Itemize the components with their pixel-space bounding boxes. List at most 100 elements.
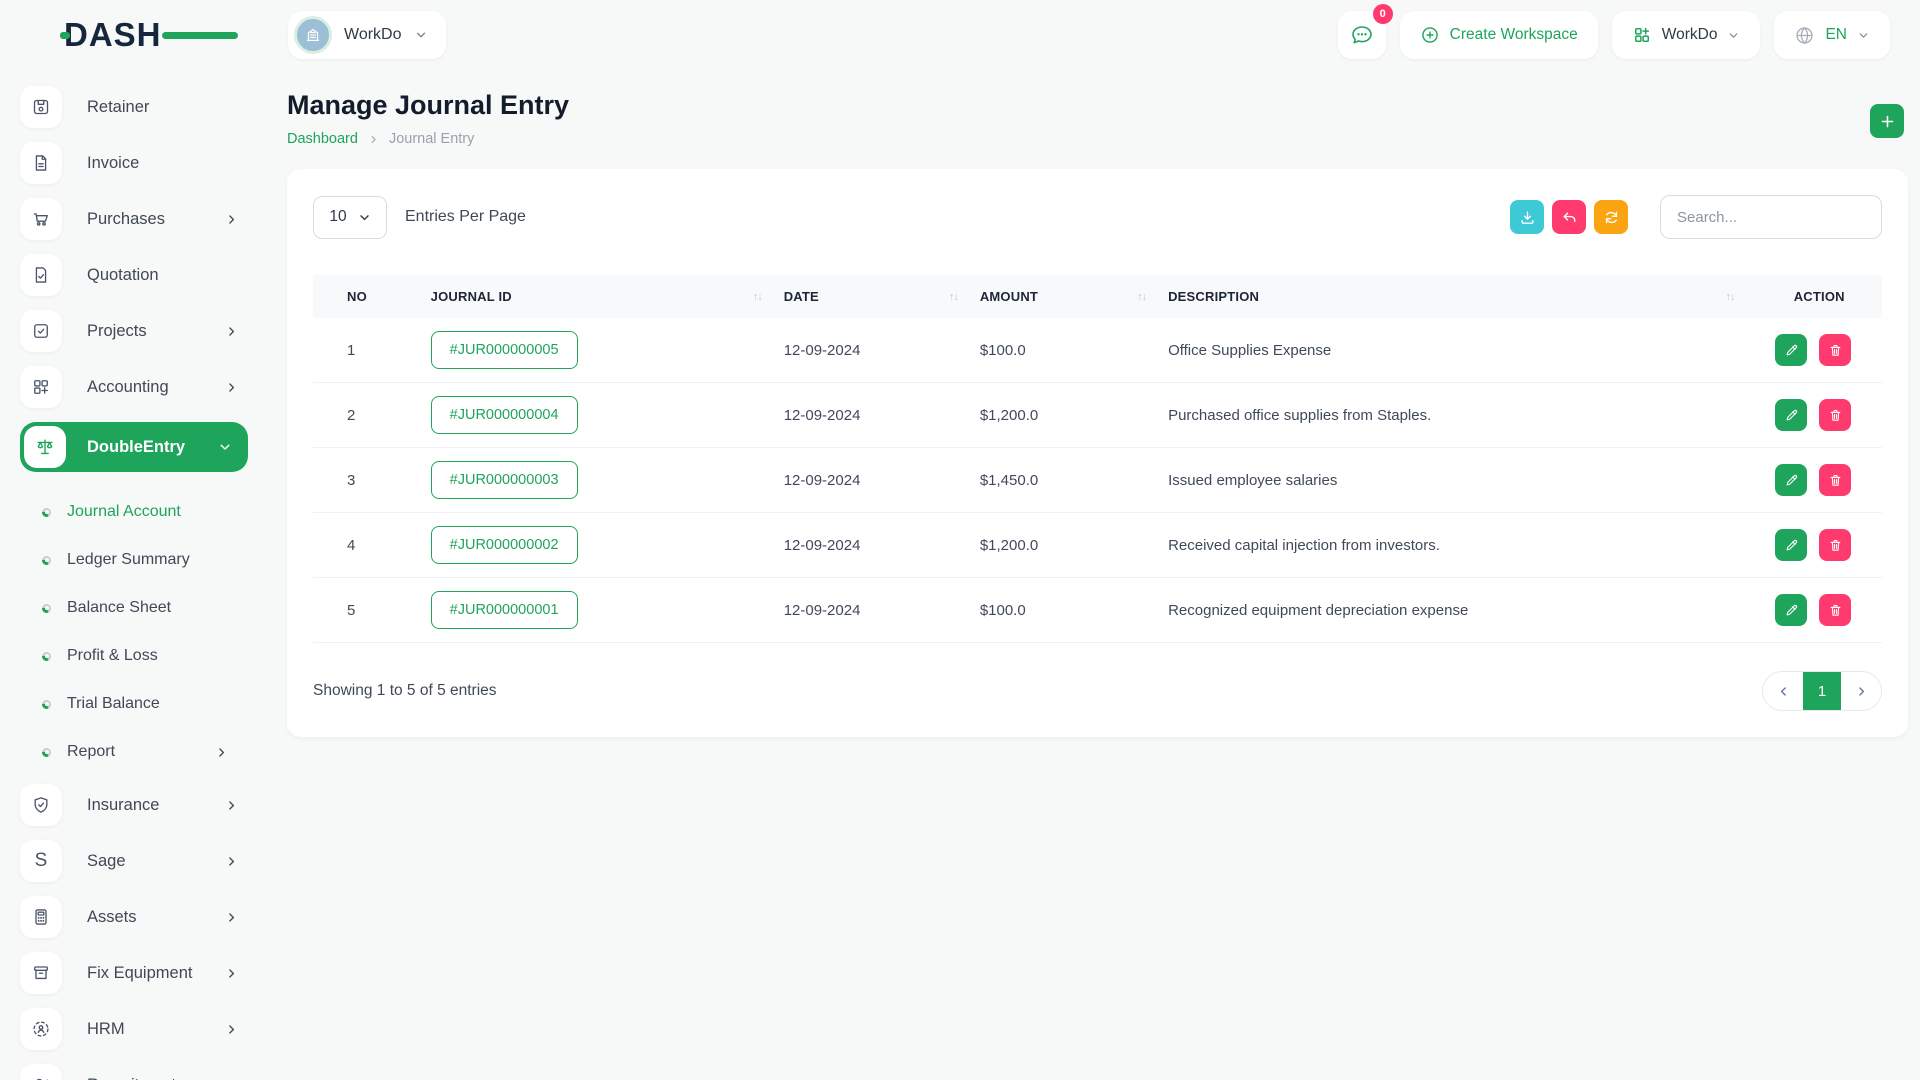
- journal-id-link[interactable]: #JUR000000003: [430, 461, 578, 499]
- sidebar-subitem-ledger-summary[interactable]: Ledger Summary: [20, 536, 250, 584]
- page-header: Manage Journal Entry Dashboard Journal E…: [287, 90, 1908, 147]
- pencil-icon: [1786, 604, 1797, 615]
- page-number-current[interactable]: 1: [1803, 672, 1841, 710]
- undo-button[interactable]: [1552, 200, 1586, 234]
- refresh-icon: [1605, 211, 1617, 223]
- sidebar-subitem-label: Ledger Summary: [67, 551, 190, 568]
- cell-date: 12-09-2024: [783, 382, 980, 448]
- sidebar-item-doubleentry[interactable]: DoubleEntry: [20, 422, 248, 472]
- delete-button[interactable]: [1819, 529, 1852, 561]
- col-header-amount[interactable]: AMOUNT ↑↓: [979, 289, 1147, 304]
- sidebar-item-accounting[interactable]: Accounting: [20, 366, 250, 408]
- sidebar-item-quotation[interactable]: Quotation: [20, 254, 250, 296]
- edit-button[interactable]: [1775, 399, 1808, 431]
- sidebar-subitem-trial-balance[interactable]: Trial Balance: [20, 680, 250, 728]
- edit-button[interactable]: [1775, 529, 1808, 561]
- delete-button[interactable]: [1819, 334, 1852, 366]
- export-button[interactable]: [1510, 200, 1544, 234]
- calculator-icon: [20, 896, 62, 938]
- cell-description: Issued employee salaries: [1168, 447, 1757, 513]
- workspace-name: WorkDo: [344, 26, 402, 43]
- col-header-date[interactable]: DATE ↑↓: [783, 289, 959, 304]
- col-header-journal-id[interactable]: JOURNAL ID ↑↓: [430, 289, 763, 304]
- sidebar: Retainer Invoice Purchases Quotation: [0, 64, 264, 1080]
- create-workspace-label: Create Workspace: [1449, 26, 1578, 43]
- table-row: 5 #JUR000000001 12-09-2024 $100.0 Recogn…: [313, 577, 1882, 643]
- cell-amount: $100.0: [979, 318, 1169, 383]
- cell-amount: $1,200.0: [979, 382, 1169, 448]
- journal-id-link[interactable]: #JUR000000002: [430, 526, 578, 564]
- breadcrumb-dashboard-link[interactable]: Dashboard: [287, 131, 358, 147]
- sidebar-subitem-balance-sheet[interactable]: Balance Sheet: [20, 584, 250, 632]
- chevron-right-icon: [225, 325, 238, 338]
- messages-button[interactable]: 0: [1337, 4, 1393, 59]
- sidebar-subitem-label: Trial Balance: [67, 695, 160, 712]
- check-square-icon: [20, 310, 62, 352]
- sidebar-subitem-label: Balance Sheet: [67, 599, 172, 616]
- sidebar-item-sage[interactable]: S Sage: [20, 840, 250, 882]
- language-selector[interactable]: EN: [1774, 11, 1890, 59]
- sidebar-item-invoice[interactable]: Invoice: [20, 142, 250, 184]
- cell-date: 12-09-2024: [783, 512, 980, 578]
- sidebar-item-purchases[interactable]: Purchases: [20, 198, 250, 240]
- sort-icon: ↑↓: [1725, 290, 1735, 303]
- next-page-button[interactable]: [1841, 672, 1881, 710]
- trash-icon: [1830, 539, 1841, 551]
- chevron-down-icon: [1730, 32, 1738, 38]
- delete-button[interactable]: [1819, 594, 1852, 626]
- search-input[interactable]: [1660, 195, 1882, 239]
- create-workspace-button[interactable]: Create Workspace: [1399, 11, 1598, 59]
- col-header-no[interactable]: NO: [347, 289, 367, 304]
- sidebar-item-assets[interactable]: Assets: [20, 896, 250, 938]
- edit-button[interactable]: [1775, 334, 1808, 366]
- chevron-down-icon: [1859, 32, 1868, 38]
- grid-plus-icon: [20, 366, 62, 408]
- sidebar-subitem-label: Journal Account: [67, 503, 181, 520]
- journal-id-link[interactable]: #JUR000000005: [430, 331, 578, 369]
- sidebar-subitem-journal-account[interactable]: Journal Account: [20, 488, 250, 536]
- delete-button[interactable]: [1819, 464, 1852, 496]
- sidebar-item-recruitment[interactable]: Recruitment: [20, 1064, 250, 1080]
- edit-button[interactable]: [1775, 594, 1808, 626]
- sidebar-subitem-report[interactable]: Report: [20, 728, 250, 776]
- sort-icon: ↑↓: [752, 290, 763, 303]
- logo-accent-bar: [162, 32, 238, 39]
- refresh-button[interactable]: [1594, 200, 1628, 234]
- chat-bubble-icon: [1351, 26, 1372, 44]
- cell-no: 1: [313, 318, 431, 383]
- sort-icon: ↑↓: [1137, 290, 1147, 303]
- retainer-icon: [20, 86, 62, 128]
- sidebar-subitem-profit-loss[interactable]: Profit & Loss: [20, 632, 250, 680]
- topbar-actions: 0 Create Workspace WorkDo EN: [1337, 4, 1890, 59]
- sidebar-item-fix-equipment[interactable]: Fix Equipment: [20, 952, 250, 994]
- previous-page-button[interactable]: [1763, 672, 1803, 710]
- entries-per-page-select[interactable]: 10: [313, 195, 387, 239]
- workspace-selector[interactable]: WorkDo: [288, 11, 446, 59]
- sort-icon: ↑↓: [948, 290, 959, 303]
- cell-description: Office Supplies Expense: [1168, 318, 1757, 383]
- create-journal-entry-button[interactable]: [1870, 104, 1904, 138]
- sidebar-item-label: Accounting: [87, 377, 169, 396]
- journal-id-link[interactable]: #JUR000000001: [430, 591, 578, 629]
- edit-button[interactable]: [1775, 464, 1808, 496]
- sidebar-subitem-label: Report: [67, 743, 116, 760]
- delete-button[interactable]: [1819, 399, 1852, 431]
- sidebar-item-hrm[interactable]: HRM: [20, 1008, 250, 1050]
- col-header-action: ACTION: [1793, 289, 1845, 304]
- sidebar-item-projects[interactable]: Projects: [20, 310, 250, 352]
- bullet-icon: [42, 699, 51, 709]
- pencil-icon: [1786, 409, 1797, 420]
- col-header-description[interactable]: DESCRIPTION ↑↓: [1168, 289, 1735, 304]
- pencil-icon: [1786, 474, 1797, 485]
- journal-id-link[interactable]: #JUR000000004: [430, 396, 578, 434]
- sidebar-item-label: Purchases: [87, 209, 165, 228]
- bullet-icon: [42, 651, 51, 661]
- sidebar-item-label: Insurance: [87, 795, 160, 814]
- cell-no: 4: [313, 512, 431, 578]
- building-icon: [306, 28, 320, 42]
- sidebar-item-insurance[interactable]: Insurance: [20, 784, 250, 826]
- workspace-avatar: [294, 16, 332, 54]
- sidebar-item-retainer[interactable]: Retainer: [20, 86, 250, 128]
- workdo-menu-button[interactable]: WorkDo: [1611, 11, 1761, 59]
- table-header-row: NO JOURNAL ID ↑↓ DATE ↑↓ AMOUNT ↑↓ DESCRIPT…: [313, 275, 1882, 318]
